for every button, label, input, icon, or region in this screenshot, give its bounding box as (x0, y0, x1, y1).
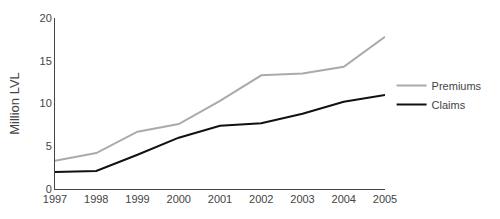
svg-text:10: 10 (40, 97, 52, 109)
svg-text:2004: 2004 (332, 193, 356, 205)
svg-text:1997: 1997 (43, 193, 67, 205)
svg-text:Claims: Claims (432, 99, 466, 111)
svg-text:2000: 2000 (167, 193, 191, 205)
svg-text:2002: 2002 (249, 193, 273, 205)
svg-text:0: 0 (46, 183, 52, 195)
svg-text:Premiums: Premiums (432, 80, 482, 92)
svg-text:Million LVL: Million LVL (7, 72, 22, 135)
svg-text:5: 5 (46, 140, 52, 152)
svg-text:1999: 1999 (125, 193, 149, 205)
svg-text:2005: 2005 (373, 193, 397, 205)
svg-text:2001: 2001 (208, 193, 232, 205)
svg-text:1998: 1998 (84, 193, 108, 205)
svg-text:15: 15 (40, 55, 52, 67)
svg-text:20: 20 (40, 12, 52, 24)
svg-text:2003: 2003 (290, 193, 314, 205)
